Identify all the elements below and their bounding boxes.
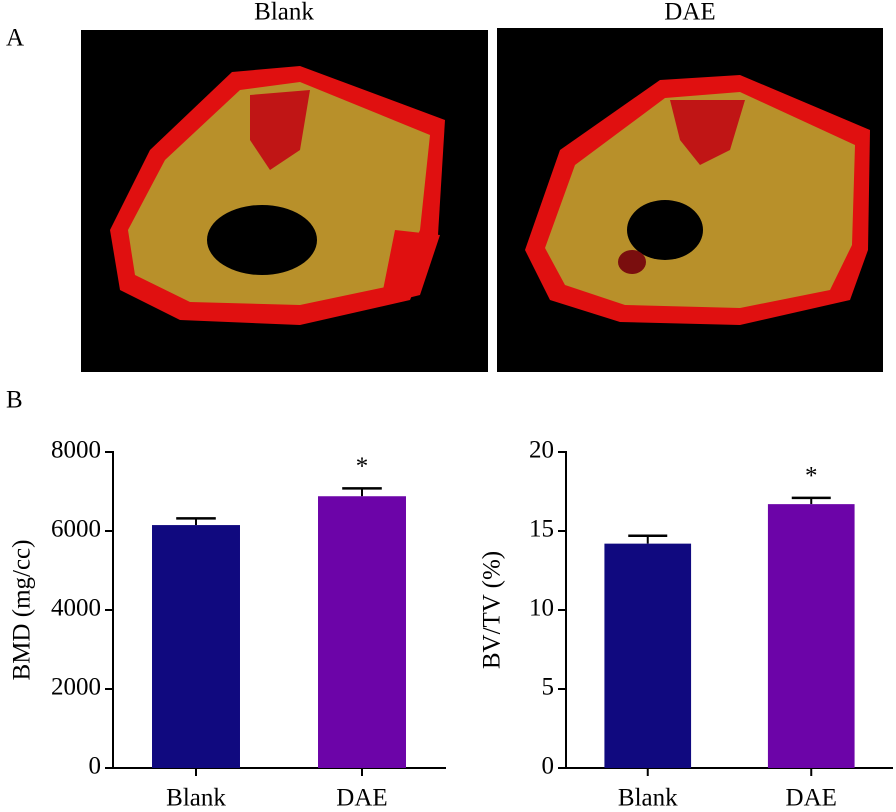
x-tick-label: Blank <box>166 785 226 812</box>
x-tick-label: DAE <box>786 785 837 812</box>
panel-label: A <box>6 25 24 52</box>
image-title: Blank <box>254 0 314 26</box>
y-tick-label: 2000 <box>51 674 101 701</box>
y-tick-label: 20 <box>529 437 554 464</box>
bar <box>604 543 692 768</box>
image-title: DAE <box>664 0 715 26</box>
significance-marker: * <box>356 453 369 480</box>
panel-label: B <box>6 387 23 414</box>
y-axis-label: BMD (mg/cc) <box>9 540 36 681</box>
y-tick-label: 8000 <box>51 437 101 464</box>
y-tick-label: 6000 <box>51 516 101 543</box>
y-tick-label: 0 <box>542 753 555 780</box>
y-tick-label: 5 <box>542 674 555 701</box>
y-tick-label: 15 <box>529 516 554 543</box>
y-tick-label: 10 <box>529 595 554 622</box>
micro-ct-image <box>81 30 488 372</box>
significance-marker: * <box>805 463 818 490</box>
y-tick-label: 4000 <box>51 595 101 622</box>
bar <box>152 525 240 768</box>
bar <box>767 504 855 768</box>
x-tick-label: DAE <box>336 785 387 812</box>
y-axis-label: BV/TV (%) <box>479 551 506 669</box>
bar <box>318 496 406 768</box>
micro-ct-image <box>497 28 883 372</box>
x-tick-label: Blank <box>618 785 678 812</box>
y-tick-label: 0 <box>89 753 102 780</box>
